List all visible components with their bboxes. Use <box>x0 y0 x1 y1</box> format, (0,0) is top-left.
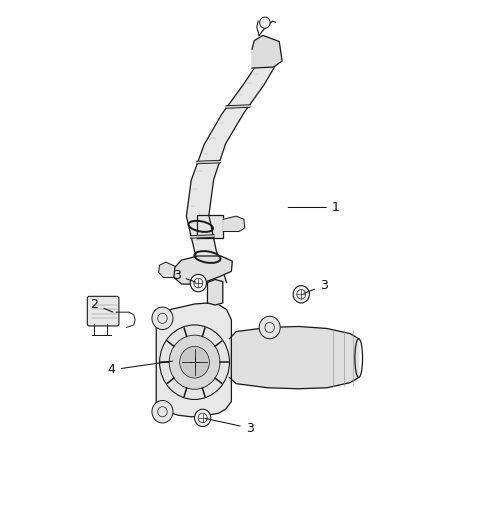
Polygon shape <box>252 35 282 68</box>
Circle shape <box>152 307 173 330</box>
Polygon shape <box>229 327 359 389</box>
Text: 3: 3 <box>205 418 253 435</box>
Polygon shape <box>207 280 223 305</box>
Circle shape <box>260 17 270 28</box>
Polygon shape <box>197 215 223 238</box>
Polygon shape <box>186 67 275 284</box>
Polygon shape <box>223 216 245 231</box>
Circle shape <box>293 286 310 303</box>
Circle shape <box>259 316 280 339</box>
Circle shape <box>180 347 209 378</box>
Text: 3: 3 <box>173 269 196 282</box>
Circle shape <box>194 409 211 426</box>
Polygon shape <box>174 256 232 284</box>
Text: 1: 1 <box>288 201 340 214</box>
Polygon shape <box>156 303 231 417</box>
Text: 3: 3 <box>304 279 328 293</box>
Text: 2: 2 <box>91 298 113 312</box>
Text: 4: 4 <box>108 361 173 376</box>
Circle shape <box>169 335 220 389</box>
Circle shape <box>159 325 229 399</box>
Circle shape <box>152 400 173 423</box>
Polygon shape <box>158 262 175 278</box>
Circle shape <box>190 274 206 292</box>
FancyBboxPatch shape <box>87 296 119 326</box>
